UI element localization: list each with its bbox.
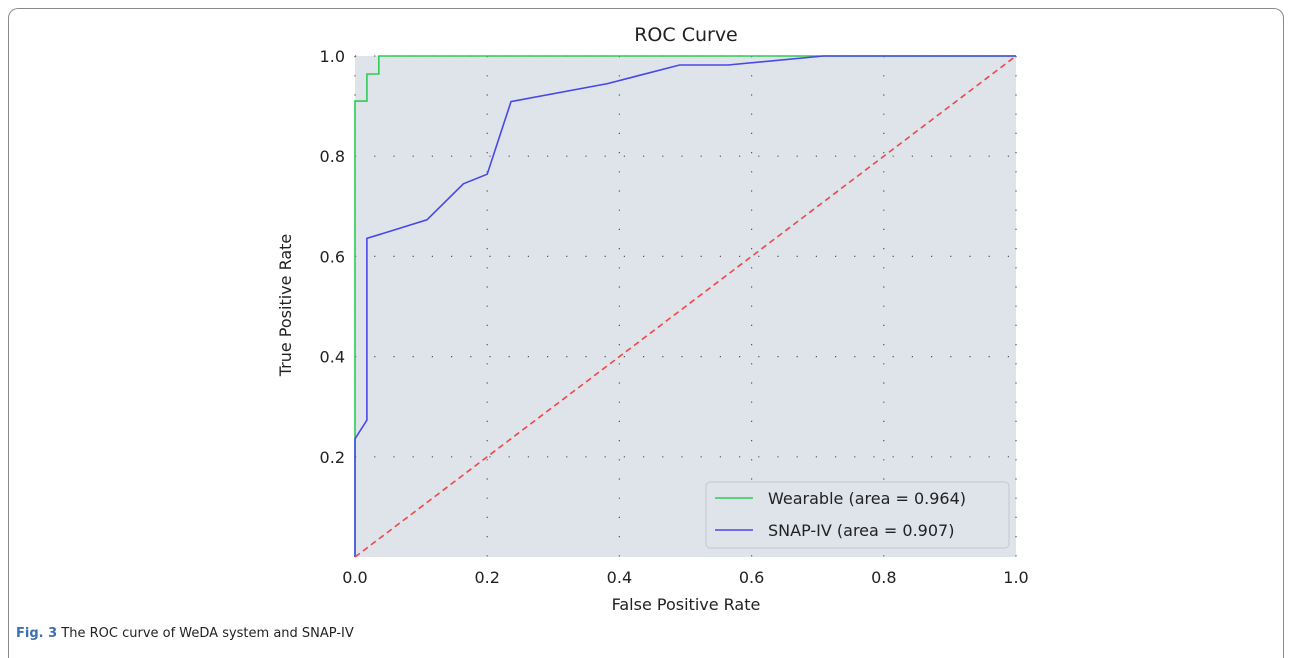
axes: 0.0 0.2 0.4 0.6 0.8 1.0 0.2 0.4 0.6 0.8 1.0 [320,47,1029,587]
figure-caption: Fig. 3 The ROC curve of WeDA system and … [16,626,354,641]
legend-label-snap-iv: SNAP-IV (area = 0.907) [768,521,954,540]
y-tick-label-0: 0.2 [320,448,345,467]
legend-label-wearable: Wearable (area = 0.964) [768,489,966,508]
x-tick-label-2: 0.4 [607,568,632,587]
x-tick-label-5: 1.0 [1003,568,1028,587]
figure-caption-text: The ROC curve of WeDA system and SNAP-IV [61,626,354,641]
x-axis-title: False Positive Rate [612,595,761,614]
x-tick-label-1: 0.2 [474,568,499,587]
figure-frame [8,8,1284,658]
y-tick-label-4: 1.0 [320,47,345,66]
series-line-chance-diagonal [354,55,1017,558]
figure-label: Fig. 3 [16,626,58,641]
y-tick-label-2: 0.6 [320,247,345,266]
chart-title: ROC Curve [634,24,738,46]
series-line-wearable [354,55,1016,557]
x-tick-label-0: 0.0 [342,568,367,587]
roc-chart: 0.0 0.2 0.4 0.6 0.8 1.0 0.2 0.4 0.6 0.8 1.0 ROC Cu… [276,24,1029,614]
legend: Wearable (area = 0.964) SNAP-IV (area = … [705,481,1010,549]
y-tick-label-3: 0.8 [320,147,345,166]
y-tick-label-1: 0.4 [320,348,345,367]
x-tick-label-4: 0.8 [871,568,896,587]
series-line-snap-iv [354,55,1016,557]
y-axis-title: True Positive Rate [276,234,295,378]
series-layer [354,55,1017,558]
legend-box [705,481,1010,549]
x-tick-label-3: 0.6 [739,568,764,587]
